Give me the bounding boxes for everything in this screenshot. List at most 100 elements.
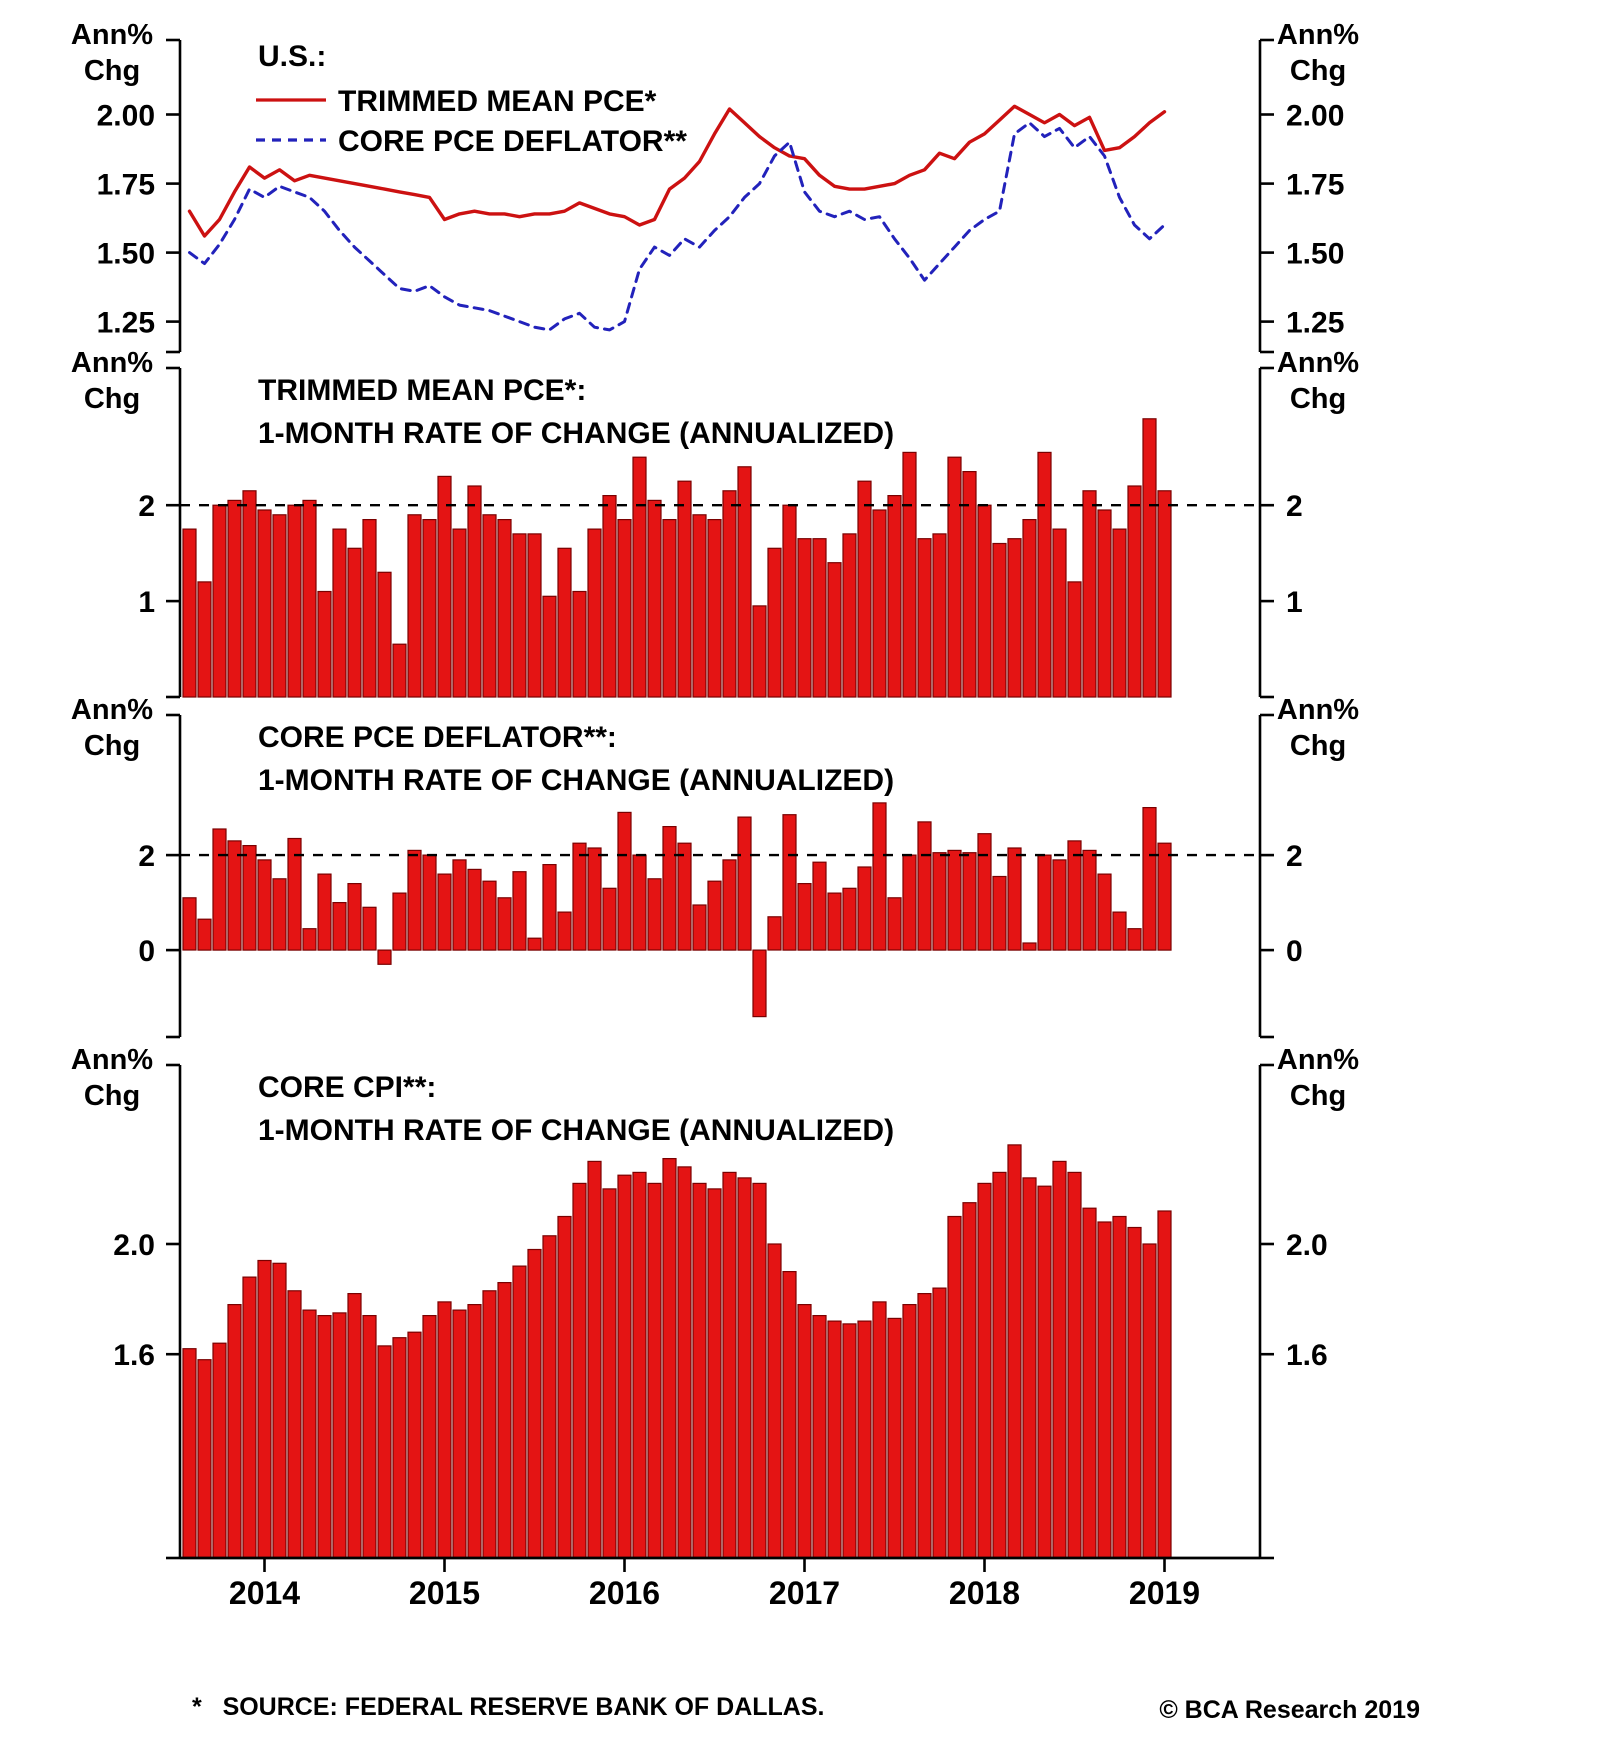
x-tick-label: 2017 [769, 1575, 840, 1611]
bar [677, 1166, 692, 1559]
axis-unit-label: Ann% [71, 694, 153, 726]
panel-title: U.S.: [258, 40, 326, 73]
bar [182, 897, 197, 951]
bar [767, 547, 782, 698]
bar [302, 928, 317, 951]
y-tick-label-left: 2 [138, 840, 155, 873]
bar [182, 528, 197, 698]
bar [332, 1312, 347, 1559]
bar [647, 1182, 662, 1559]
bar [392, 643, 407, 698]
bar [332, 901, 347, 951]
bar [1007, 847, 1022, 951]
y-tick-label-right: 2.00 [1286, 100, 1344, 133]
bar [242, 490, 257, 698]
axis-unit-label: Ann% [1277, 347, 1359, 379]
bar [437, 1301, 452, 1559]
bar [1112, 528, 1127, 698]
bar [482, 880, 497, 951]
bar [227, 1303, 242, 1559]
x-tick-label: 2014 [229, 1575, 300, 1611]
bar [272, 1262, 287, 1559]
bar [662, 518, 677, 698]
bar [407, 849, 422, 951]
bar [827, 562, 842, 698]
bar [1157, 842, 1172, 951]
bar [1052, 859, 1067, 951]
bar [227, 840, 242, 951]
x-tick-label: 2019 [1129, 1575, 1200, 1611]
bar [752, 949, 767, 1018]
bar [1142, 1243, 1157, 1559]
bar [632, 854, 647, 951]
bar [857, 480, 872, 698]
axis-unit-label: Ann% [71, 347, 153, 379]
bar [782, 1270, 797, 1559]
bar [362, 518, 377, 698]
bar [902, 1303, 917, 1559]
bar [1067, 581, 1082, 698]
bar [1082, 1207, 1097, 1559]
bar [407, 1331, 422, 1559]
bar [362, 906, 377, 951]
bar [782, 814, 797, 951]
y-tick-label-right: 0 [1286, 935, 1303, 968]
y-tick-label-right: 2 [1286, 840, 1303, 873]
axis-unit-label: Ann% [1277, 19, 1359, 51]
bar [977, 1182, 992, 1559]
series-line-blue [188, 121, 1166, 332]
bar [842, 887, 857, 951]
y-tick-label-left: 1.50 [97, 238, 155, 271]
bar [917, 821, 932, 951]
panel-title: 1-MONTH RATE OF CHANGE (ANNUALIZED) [258, 1114, 894, 1147]
bar [602, 495, 617, 698]
bar [962, 852, 977, 951]
bar [902, 451, 917, 698]
bar [1142, 418, 1157, 698]
bar [452, 528, 467, 698]
bar [932, 533, 947, 698]
bar [1127, 928, 1142, 951]
bar [992, 875, 1007, 951]
bar-series [182, 418, 1172, 698]
bar [692, 1182, 707, 1559]
bar [992, 542, 1007, 698]
bar [632, 1171, 647, 1559]
bar [872, 1301, 887, 1559]
x-tick-label: 2015 [409, 1575, 480, 1611]
bar [782, 504, 797, 698]
bar [1157, 490, 1172, 698]
bar [572, 590, 587, 698]
bar [827, 1320, 842, 1559]
bar [947, 1215, 962, 1559]
bar [602, 887, 617, 951]
bar [1097, 873, 1112, 951]
axis-unit-label: Ann% [71, 1044, 153, 1076]
y-tick-label-left: 1 [138, 586, 155, 619]
axis-unit-label: Chg [1290, 383, 1346, 415]
bar [812, 538, 827, 698]
panel-title: 1-MONTH RATE OF CHANGE (ANNUALIZED) [258, 417, 894, 450]
bar [287, 837, 302, 951]
bar [1127, 485, 1142, 698]
bar [332, 528, 347, 698]
bar [347, 1292, 362, 1559]
bar [182, 1348, 197, 1559]
bar [452, 859, 467, 951]
bar [707, 880, 722, 951]
bar [242, 844, 257, 951]
bar [737, 466, 752, 698]
bar [272, 514, 287, 698]
bar [797, 1303, 812, 1559]
bar [722, 490, 737, 698]
bar [542, 863, 557, 951]
bar [992, 1171, 1007, 1559]
bar [362, 1314, 377, 1559]
bar [482, 514, 497, 698]
bar [617, 1174, 632, 1559]
bar [692, 514, 707, 698]
axis-unit-label: Chg [84, 383, 140, 415]
bar [242, 1276, 257, 1559]
y-tick-label-right: 1.75 [1286, 169, 1344, 202]
